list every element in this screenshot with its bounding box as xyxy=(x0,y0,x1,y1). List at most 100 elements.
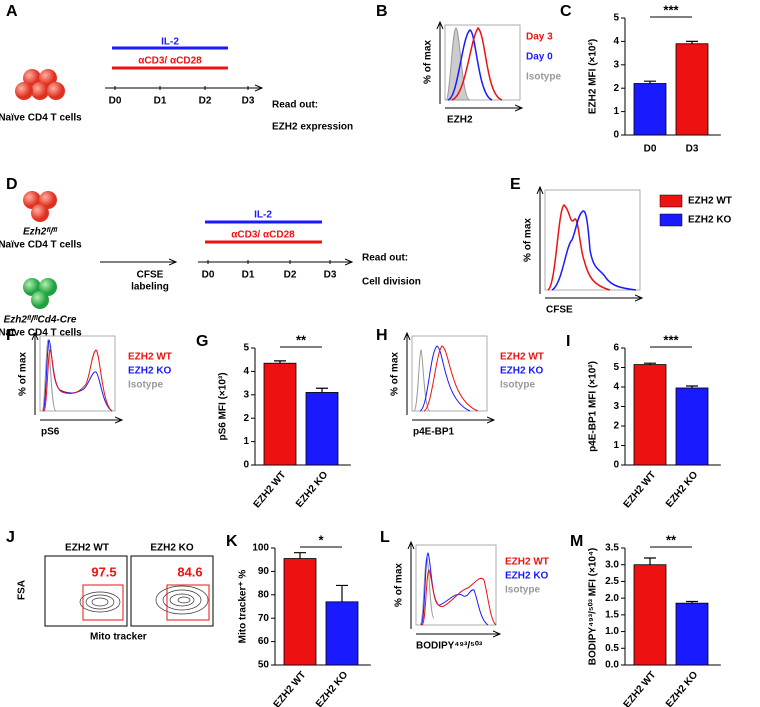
legend-label: EZH2 WT xyxy=(500,352,544,363)
error-bar xyxy=(644,557,656,565)
legend-label: EZH2 KO xyxy=(128,366,172,377)
x-label: CFSE xyxy=(546,305,573,316)
y-tick-label: 1.0 xyxy=(605,626,619,637)
panel-label: J xyxy=(6,529,15,546)
ko-cells-icon xyxy=(23,278,57,309)
y-label: BODIPY⁴⁹³/⁵⁰³ MFI (×10⁴) xyxy=(588,548,599,666)
y-tick-label: 2.5 xyxy=(605,576,619,587)
panel-j: J FSA Mito tracker EZH2 WT EZH2 KO 97.5 … xyxy=(6,529,214,643)
bar xyxy=(675,602,709,666)
day-label: D2 xyxy=(284,270,297,281)
y-tick-label: 0 xyxy=(613,130,619,141)
readout-target: Cell division xyxy=(362,277,421,288)
y-tick-label: 2 xyxy=(613,83,619,94)
y-label: % of max xyxy=(390,352,401,396)
wt-genotype: Ezh2ᶠˡ/ᶠˡ xyxy=(23,227,58,238)
x-label: BODIPY⁴⁹³/⁵⁰³ xyxy=(416,641,483,652)
cells-label: Naïve CD4 T cells xyxy=(0,113,82,124)
plot-title: EZH2 KO xyxy=(150,543,194,554)
y-label: % of max xyxy=(18,352,29,396)
bar xyxy=(305,392,339,466)
y-tick-label: 1.5 xyxy=(605,609,619,620)
x-tick-label: EZH2 WT xyxy=(272,670,309,707)
isotype-curve xyxy=(419,557,435,626)
gate xyxy=(166,584,210,621)
wt-curve xyxy=(547,204,611,291)
x-tick-label: D0 xyxy=(644,144,657,155)
y-tick-label: 3.5 xyxy=(605,543,619,554)
y-label: FSA xyxy=(17,580,28,600)
panel-label: F xyxy=(6,327,16,344)
y-tick-label: 0.0 xyxy=(605,660,619,671)
x-tick-label: D3 xyxy=(686,144,699,155)
plot-frame xyxy=(411,335,488,412)
y-tick-label: 3 xyxy=(613,59,619,70)
bar xyxy=(675,43,709,136)
legend-label: Isotype xyxy=(128,380,163,391)
plot-frame xyxy=(130,555,214,627)
legend-label: EZH2 WT xyxy=(688,196,732,207)
bar xyxy=(633,564,667,666)
panel-l: L % of max BODIPY⁴⁹³/⁵⁰³ EZH2 WT EZH2 KO… xyxy=(380,529,549,651)
y-tick-label: 1 xyxy=(243,436,249,447)
il2-label: IL-2 xyxy=(254,210,272,221)
plot-frame xyxy=(39,335,116,412)
panel-label: K xyxy=(226,533,238,550)
y-tick-label: 4 xyxy=(613,36,619,47)
readout-target: EZH2 expression xyxy=(272,122,353,133)
day-label: D2 xyxy=(199,96,212,107)
panel-label: B xyxy=(376,3,388,20)
y-tick-label: 70 xyxy=(258,613,270,624)
x-label: Mito tracker xyxy=(90,632,147,643)
legend-label: Isotype xyxy=(500,380,535,391)
significance: *** xyxy=(663,332,679,347)
y-label: p4E-BP1 MFI (×10²) xyxy=(588,361,599,452)
contours xyxy=(79,585,209,615)
y-label: % of max xyxy=(523,218,534,262)
error-bar xyxy=(336,584,348,602)
y-tick-label: 2.0 xyxy=(605,593,619,604)
panel-label: G xyxy=(196,333,208,350)
bar xyxy=(675,387,709,466)
isotype-curve xyxy=(41,339,57,412)
panel-a: A Naïve CD4 T cells IL-2 αCD3/ αCD28 D0 … xyxy=(0,3,353,132)
panel-label: H xyxy=(376,327,388,344)
y-tick-label: 50 xyxy=(258,660,270,671)
y-label: pS6 MFI (×10³) xyxy=(218,372,229,440)
panel-label: I xyxy=(566,333,570,350)
legend-label: Isotype xyxy=(526,72,561,83)
ko-curve xyxy=(551,210,637,291)
plot-frame xyxy=(415,544,497,626)
error-bar xyxy=(644,80,656,84)
y-tick-label: 3 xyxy=(243,389,249,400)
wt-cells-icon xyxy=(23,191,57,222)
bar xyxy=(325,601,359,666)
il2-label: IL-2 xyxy=(161,37,179,48)
legend-label: EZH2 KO xyxy=(500,366,544,377)
cells-label: Naïve CD4 T cells xyxy=(0,328,82,339)
y-tick-label: 60 xyxy=(258,636,270,647)
y-label: % of max xyxy=(394,563,405,607)
y-tick-label: 3.0 xyxy=(605,559,619,570)
ko-curve xyxy=(42,339,113,412)
x-tick-label: EZH2 KO xyxy=(314,669,350,707)
plot-title: EZH2 WT xyxy=(65,543,109,554)
x-tick-label: EZH2 WT xyxy=(622,670,659,707)
y-tick-label: 90 xyxy=(258,566,270,577)
x-label: p4E-BP1 xyxy=(413,427,455,438)
y-tick-label: 80 xyxy=(258,589,270,600)
gate xyxy=(82,584,124,621)
error-bar xyxy=(686,600,698,604)
panel-h: H % of max p4E-BP1 EZH2 WT EZH2 KO Isoty… xyxy=(376,327,544,437)
x-tick-label: EZH2 KO xyxy=(664,469,700,509)
y-tick-label: 4 xyxy=(243,366,249,377)
ko-curve xyxy=(419,345,471,412)
significance: *** xyxy=(663,2,679,17)
readout: Read out: xyxy=(272,100,318,111)
day-label: D0 xyxy=(202,270,215,281)
stim-label: αCD3/ αCD28 xyxy=(138,56,202,67)
y-tick-label: 100 xyxy=(252,543,269,554)
y-tick-label: 2 xyxy=(613,421,619,432)
day-label: D3 xyxy=(324,270,337,281)
